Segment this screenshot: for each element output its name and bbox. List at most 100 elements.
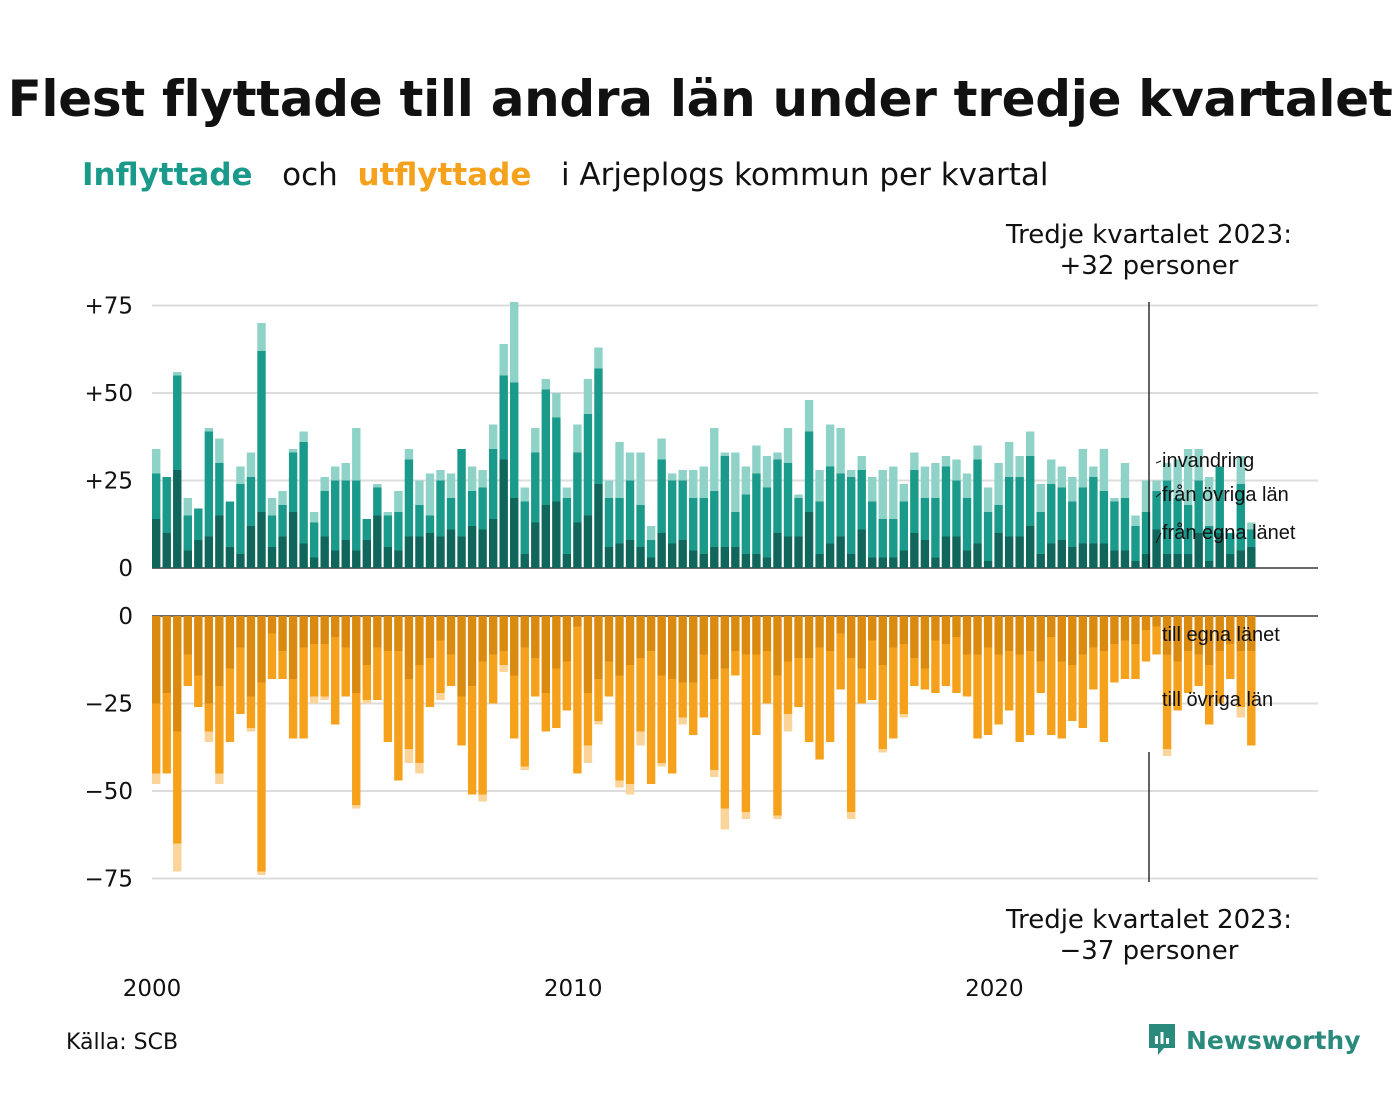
bar-segment-outflow [478, 661, 487, 795]
bar-segment-outflow [520, 647, 529, 767]
bar-segment-outflow [225, 616, 235, 669]
label-invandring: invandring [1162, 450, 1254, 472]
bar-segment-outflow [467, 686, 477, 795]
bar-segment-outflow [1036, 661, 1045, 693]
bar-segment-inflow [1215, 466, 1224, 533]
bar-segment-inflow [215, 438, 224, 463]
bar-segment-inflow [531, 452, 540, 523]
bar-segment-outflow [1099, 616, 1109, 651]
bar-segment-inflow [657, 438, 666, 460]
bar-segment-outflow [804, 616, 814, 658]
bar-segment-outflow [436, 640, 445, 693]
bar-segment-inflow [499, 375, 508, 460]
bar-segment-outflow [552, 668, 561, 728]
newsworthy-logo-icon [1149, 1024, 1175, 1055]
bar-segment-outflow [488, 616, 498, 655]
bar-segment-inflow [636, 547, 645, 568]
subtitle-outflow: utflyttade [357, 157, 532, 193]
bar-segment-outflow [309, 696, 319, 704]
bar-segment-outflow [267, 616, 277, 634]
bar-segment-outflow [1141, 630, 1151, 662]
bar-segment-outflow [499, 651, 508, 665]
bar-segment-outflow [731, 651, 740, 676]
bar-segment-outflow [741, 654, 751, 812]
bar-segment-outflow [973, 654, 982, 739]
bar-segment-inflow [1057, 466, 1066, 488]
y-tick-label-top: +25 [84, 469, 133, 495]
bar-segment-inflow [857, 529, 866, 568]
bar-segment-inflow [573, 522, 582, 568]
bar-segment-outflow [857, 668, 866, 704]
bar-segment-inflow [1120, 550, 1130, 568]
bar-segment-outflow [531, 658, 540, 697]
bar-segment-outflow [1194, 654, 1203, 686]
bar-segment-outflow [415, 763, 424, 774]
bar-segment-outflow [415, 616, 424, 665]
bar-segment-inflow [415, 536, 424, 568]
bar-segment-inflow [1025, 431, 1035, 456]
bar-segment-inflow [1194, 533, 1203, 568]
bar-segment-inflow [889, 519, 898, 558]
bar-segment-inflow [594, 368, 603, 484]
bar-segment-inflow [920, 540, 930, 568]
bar-segment-outflow [288, 616, 298, 679]
bar-segment-outflow [594, 679, 603, 721]
bar-segment-inflow [383, 547, 393, 568]
bar-segment-inflow [899, 550, 909, 568]
bar-segment-outflow [573, 616, 582, 627]
bar-segment-outflow [562, 616, 572, 662]
bar-segment-inflow [615, 543, 624, 568]
bar-segment-inflow [962, 498, 972, 551]
bar-segment-outflow [488, 654, 498, 704]
bar-segment-outflow [309, 644, 319, 697]
bar-segment-inflow [689, 550, 698, 568]
bar-segment-outflow [794, 658, 803, 707]
bar-segment-outflow [1183, 616, 1193, 651]
bar-segment-outflow [520, 766, 529, 770]
bar-segment-inflow [299, 431, 308, 442]
label-fran-egna-lanet: från egna länet [1162, 522, 1296, 544]
bar-segment-outflow [678, 616, 687, 683]
bar-segment-outflow [836, 616, 845, 634]
bar-segment-inflow [404, 459, 414, 537]
bar-segment-inflow [415, 505, 424, 537]
bar-segment-inflow [362, 540, 371, 568]
bar-segment-inflow [846, 554, 856, 568]
bar-segment-inflow [288, 452, 298, 512]
bar-segment-outflow [173, 843, 182, 872]
bar-segment-inflow [204, 536, 214, 568]
bar-segment-inflow [1047, 543, 1056, 568]
bar-segment-inflow [667, 473, 677, 481]
bar-segment-inflow [710, 491, 719, 547]
bar-segment-inflow [1057, 540, 1066, 568]
bar-segment-outflow [373, 647, 382, 700]
bar-segment-outflow [1099, 651, 1109, 742]
bar-segment-outflow [636, 658, 645, 732]
bar-segment-inflow [425, 515, 435, 533]
bar-segment-inflow [278, 491, 287, 505]
bar-segment-inflow [783, 428, 793, 463]
bar-segment-inflow [225, 547, 235, 568]
inflow-bars [152, 302, 1256, 568]
bar-segment-inflow [499, 459, 508, 568]
bar-segment-outflow [994, 616, 1003, 655]
bar-segment-inflow [415, 480, 424, 505]
bar-segment-inflow [1183, 554, 1193, 568]
bar-segment-inflow [1099, 449, 1109, 491]
bar-segment-inflow [1194, 480, 1203, 533]
source-note: Källa: SCB [66, 1030, 179, 1055]
bar-segment-inflow [236, 466, 245, 484]
bar-segment-inflow [562, 498, 572, 554]
bar-segment-outflow [152, 703, 161, 774]
bar-segment-inflow [983, 561, 993, 568]
bar-segment-inflow [731, 452, 740, 512]
bar-segment-inflow [236, 554, 245, 568]
bar-segment-outflow [1183, 651, 1193, 693]
bar-segment-outflow [194, 616, 203, 676]
bar-segment-outflow [1089, 647, 1098, 690]
annotation-bottom-line1: Tredje kvartalet 2023: [1005, 905, 1292, 935]
bar-segment-inflow [1120, 498, 1130, 551]
bar-segment-inflow [204, 431, 214, 537]
bar-segment-inflow [1141, 480, 1151, 512]
bar-segment-outflow [1025, 616, 1035, 651]
